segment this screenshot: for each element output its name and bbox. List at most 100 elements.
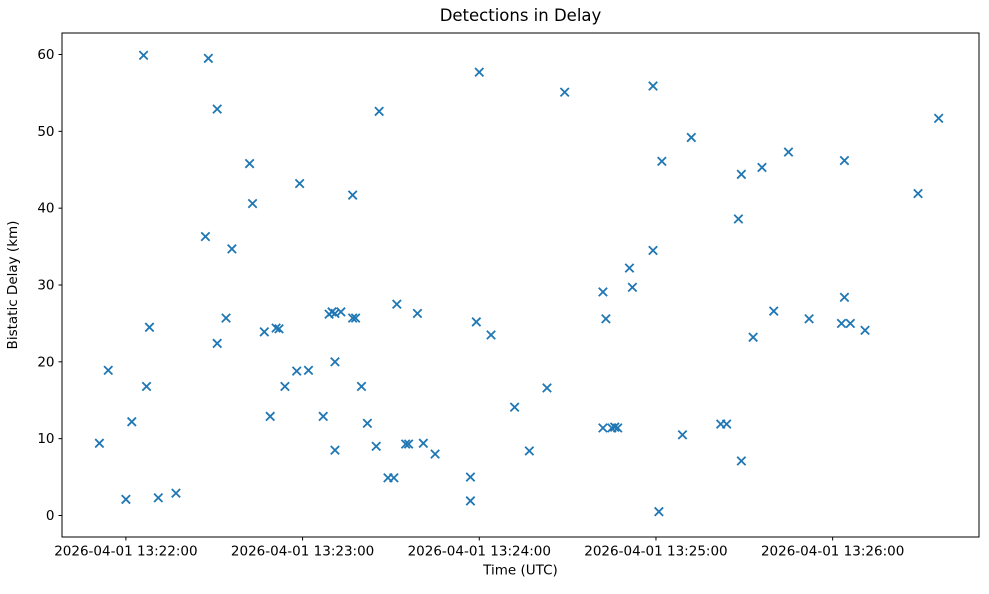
data-point-marker — [362, 418, 373, 429]
data-point-marker — [465, 472, 476, 482]
y-tick-label: 60 — [37, 47, 54, 63]
data-point-marker — [598, 287, 608, 297]
data-point-marker — [624, 263, 635, 273]
data-point-marker — [265, 411, 276, 422]
data-point-marker — [350, 313, 361, 323]
data-point-marker — [736, 456, 747, 466]
data-point-marker — [403, 439, 414, 449]
x-tick-label: 2026-04-01 13:26:00 — [761, 544, 904, 560]
data-point-marker — [686, 132, 697, 143]
data-point-marker — [400, 439, 411, 449]
data-point-marker — [330, 356, 340, 367]
data-point-marker — [933, 113, 944, 124]
data-point-marker — [542, 383, 552, 393]
data-point-marker — [757, 162, 767, 173]
y-tick-label: 40 — [37, 201, 54, 217]
data-point-marker — [783, 147, 794, 157]
plot-border — [61, 32, 980, 538]
data-point-marker — [247, 198, 258, 209]
data-point-marker — [259, 327, 270, 337]
data-point-marker — [486, 330, 496, 340]
data-point-marker — [391, 299, 402, 310]
data-point-marker — [200, 231, 211, 242]
data-point-marker — [330, 308, 340, 319]
data-point-marker — [144, 322, 155, 333]
data-point-marker — [347, 190, 358, 200]
data-point-marker — [138, 50, 149, 61]
x-tick-label: 2026-04-01 13:22:00 — [54, 544, 197, 560]
data-point-marker — [336, 307, 346, 317]
data-point-marker — [627, 282, 638, 293]
data-point-marker — [839, 292, 850, 303]
data-point-marker — [227, 244, 237, 254]
data-point-marker — [318, 411, 329, 422]
data-point-marker — [648, 81, 658, 91]
data-point-marker — [347, 313, 358, 323]
data-point-marker — [103, 365, 114, 376]
data-point-marker — [839, 155, 850, 166]
data-point-marker — [836, 318, 847, 329]
data-point-marker — [171, 488, 181, 499]
y-tick-label: 20 — [37, 354, 54, 370]
data-point-marker — [654, 506, 664, 517]
data-point-marker — [609, 422, 620, 432]
y-axis-ticks: 0 10 20 30 40 50 60 — [37, 47, 62, 524]
data-point-marker — [294, 178, 305, 189]
x-tick-label: 2026-04-01 13:25:00 — [584, 544, 727, 560]
chart-title: Detections in Delay — [440, 6, 602, 25]
y-tick-label: 50 — [37, 124, 54, 140]
data-point-marker — [418, 438, 429, 449]
data-point-marker — [601, 313, 611, 324]
y-axis-label: Bistatic Delay (km) — [5, 221, 21, 350]
data-point-marker — [303, 365, 314, 376]
y-tick-label: 10 — [37, 431, 54, 447]
data-point-marker — [271, 323, 281, 333]
data-point-marker — [280, 381, 290, 392]
data-point-marker — [430, 449, 440, 459]
data-point-marker — [274, 323, 284, 334]
data-point-marker — [221, 313, 231, 323]
data-point-marker — [721, 419, 732, 429]
data-point-marker — [648, 245, 658, 256]
data-point-marker — [845, 318, 856, 329]
x-tick-label: 2026-04-01 13:24:00 — [408, 544, 551, 560]
data-point-marker — [471, 317, 482, 327]
x-axis-label: Time (UTC) — [482, 563, 558, 579]
data-point-marker — [212, 104, 223, 114]
data-point-marker — [121, 494, 131, 505]
data-point-marker — [94, 438, 105, 449]
data-point-marker — [327, 307, 337, 317]
data-point-marker — [465, 496, 476, 506]
data-point-marker — [212, 338, 223, 349]
data-point-marker — [733, 214, 744, 224]
data-point-marker — [612, 423, 623, 433]
x-axis-ticks: 2026-04-01 13:22:00 2026-04-01 13:23:00 20… — [54, 537, 904, 560]
data-point-marker — [412, 308, 423, 319]
data-point-marker — [203, 53, 214, 64]
data-point-marker — [804, 313, 814, 324]
data-point-marker — [657, 156, 667, 167]
data-point-marker — [860, 325, 870, 336]
data-point-marker — [913, 188, 923, 199]
data-point-marker — [291, 366, 302, 376]
data-point-marker — [356, 381, 367, 392]
data-point-marker — [509, 402, 520, 412]
data-point-marker — [768, 306, 779, 316]
data-point-marker — [374, 106, 384, 117]
data-point-marker — [736, 169, 747, 180]
y-tick-label: 0 — [46, 508, 55, 524]
data-point-marker — [524, 446, 535, 456]
data-point-marker — [153, 492, 164, 503]
x-tick-label: 2026-04-01 13:23:00 — [231, 544, 374, 560]
data-point-marker — [598, 423, 608, 433]
data-point-marker — [371, 441, 382, 452]
data-point-marker — [559, 87, 570, 97]
data-point-marker — [126, 416, 137, 427]
data-point-marker — [474, 67, 485, 78]
y-tick-label: 30 — [37, 278, 54, 294]
data-point-marker — [330, 445, 340, 456]
data-point-marker — [748, 332, 758, 343]
data-point-marker — [389, 473, 399, 483]
